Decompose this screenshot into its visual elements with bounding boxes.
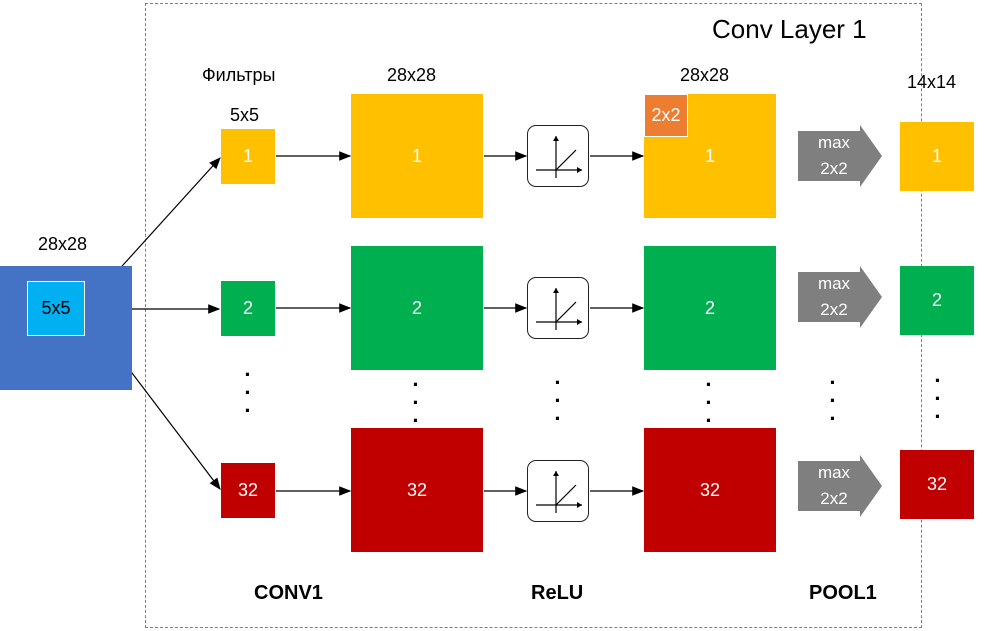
stage-label-pool: POOL1 (809, 582, 877, 604)
filters-ellipsis: · · · (244, 362, 252, 423)
maxpool-arrow-2: max 2x2 (798, 266, 884, 328)
maxpool-size: 2x2 (820, 489, 848, 508)
relu-map-2: 2 (644, 246, 776, 370)
relu-map-32-label: 32 (699, 479, 721, 500)
input-size-label: 28x28 (38, 234, 88, 254)
relu-graph-icon (536, 136, 582, 178)
relu-map-2-label: 2 (704, 297, 715, 318)
conv-map-1: 1 (351, 94, 483, 218)
relu-map-1-label: 1 (704, 145, 715, 166)
pool-window-label: 2x2 (651, 105, 681, 125)
conv-ellipsis: · · · (412, 372, 420, 433)
relu-block-2 (527, 277, 589, 339)
filter-2-label: 2 (242, 298, 253, 318)
pooled-map-1: 1 (900, 122, 974, 191)
filters-size-label: 5x5 (230, 105, 260, 125)
filter-1-label: 1 (242, 146, 253, 166)
stage-label-conv: CONV1 (254, 582, 323, 604)
conv-map-2: 2 (351, 246, 483, 370)
conv-map-32-label: 32 (406, 479, 428, 500)
filter-2: 2 (221, 281, 275, 336)
filters-heading: Фильтры (202, 65, 276, 85)
relu-ellipsis: · · · (554, 370, 562, 431)
maxpool-arrow-1: max 2x2 (798, 125, 884, 187)
input-kernel-window: 5x5 (27, 281, 85, 336)
maxpool-op: max (817, 274, 851, 293)
conv-size-label: 28x28 (387, 65, 437, 85)
pool-ellipsis: · · · (829, 370, 837, 431)
input-kernel-label: 5x5 (41, 298, 71, 318)
maxpool-size: 2x2 (820, 300, 848, 319)
filter-32: 32 (221, 463, 275, 518)
pooled-map-2: 2 (900, 266, 974, 335)
conv-map-32: 32 (351, 428, 483, 552)
pooled-size-label: 14x14 (907, 72, 957, 92)
pool-window: 2x2 (644, 94, 688, 137)
filter-32-label: 32 (237, 480, 259, 500)
relu-block-1 (527, 125, 589, 187)
pooled-ellipsis: · · · (934, 368, 942, 429)
filter-1: 1 (221, 129, 275, 184)
conv-map-1-label: 1 (411, 145, 422, 166)
pooled-map-1-label: 1 (931, 146, 942, 166)
relu-map-ellipsis: · · · (705, 372, 713, 433)
relu-graph-icon (536, 288, 582, 330)
relu-graph-icon (536, 471, 582, 513)
pooled-map-2-label: 2 (931, 290, 942, 310)
layer-title: Conv Layer 1 (712, 14, 867, 44)
relu-size-label: 28x28 (680, 65, 730, 85)
maxpool-op: max (817, 463, 851, 482)
relu-block-32 (527, 460, 589, 522)
maxpool-arrow-32: max 2x2 (798, 455, 884, 517)
pooled-map-32-label: 32 (926, 474, 948, 494)
pooled-map-32: 32 (900, 450, 974, 519)
conv-map-2-label: 2 (411, 297, 422, 318)
maxpool-size: 2x2 (820, 159, 848, 178)
relu-map-32: 32 (644, 428, 776, 552)
maxpool-op: max (817, 133, 851, 152)
stage-label-relu: ReLU (531, 582, 584, 604)
